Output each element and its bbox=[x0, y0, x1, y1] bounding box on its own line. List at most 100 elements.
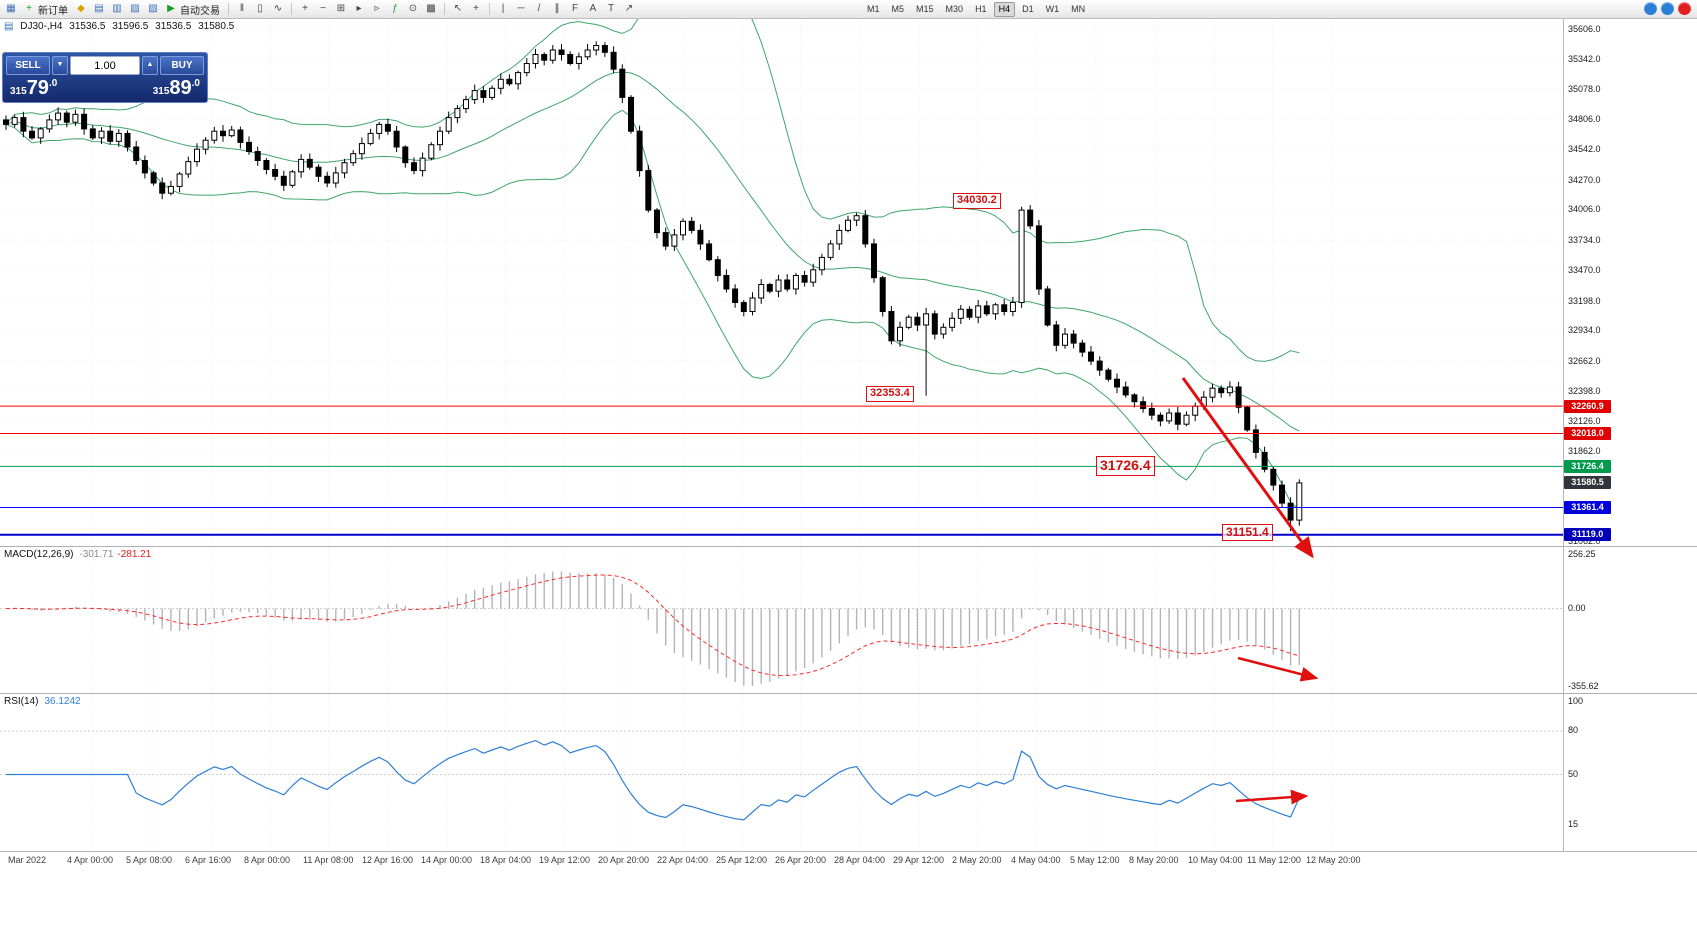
time-axis-label: 11 Apr 08:00 bbox=[303, 855, 354, 865]
time-axis-label: 12 Apr 16:00 bbox=[362, 855, 414, 865]
macd-canvas[interactable] bbox=[0, 547, 1697, 694]
notification-icon[interactable] bbox=[1678, 2, 1691, 15]
price-axis-separator bbox=[1563, 18, 1564, 851]
text-icon[interactable]: A bbox=[589, 3, 597, 14]
horizontal-line-icon[interactable]: ─ bbox=[517, 3, 525, 14]
ohlc-low: 31536.5 bbox=[155, 21, 192, 32]
time-axis: Mar 2022 4 Apr 00:00 5 Apr 08:00 6 Apr 16:0… bbox=[0, 851, 1697, 869]
timeframe-h1[interactable]: H1 bbox=[975, 4, 987, 14]
toolbar-left-group: ▦ + 新订单 ◆ ▤ ▥ ▧ ▨ ▶ 自动交易 ‖ ▯ ∿ + − ⊞ ▸ ▹ ƒ ⊙ ▩ ↖ + | ─ / ∥ F A T ↗ bbox=[2, 0, 638, 18]
macd-label: MACD(12,26,9) -301.71 -281.21 bbox=[4, 549, 151, 560]
time-axis-label: 25 Apr 12:00 bbox=[716, 855, 768, 865]
time-axis-label: Mar 2022 bbox=[8, 855, 47, 865]
timeframe-m15[interactable]: M15 bbox=[916, 4, 934, 14]
navigator-icon[interactable]: ▧ bbox=[130, 3, 140, 14]
rsi-canvas[interactable] bbox=[0, 694, 1697, 852]
macd-value-signal: -281.21 bbox=[117, 549, 152, 560]
arrows-icon[interactable]: ↗ bbox=[624, 3, 634, 14]
volume-input[interactable] bbox=[70, 56, 140, 75]
zoom-in-icon[interactable]: + bbox=[302, 3, 308, 14]
new-chart-icon[interactable]: ▦ bbox=[6, 3, 16, 14]
chart-shift-icon[interactable]: ▹ bbox=[374, 3, 380, 14]
time-axis-label: 8 Apr 00:00 bbox=[244, 855, 291, 865]
rsi-value: 36.1242 bbox=[44, 696, 81, 707]
label-icon[interactable]: T bbox=[607, 3, 615, 14]
buy-price[interactable]: 31589.0 bbox=[153, 78, 200, 99]
price-annotation[interactable]: 31726.4 bbox=[1096, 456, 1155, 476]
toolbar-separator bbox=[489, 3, 490, 15]
price-annotation[interactable]: 34030.2 bbox=[953, 193, 1001, 209]
price-annotation[interactable]: 31151.4 bbox=[1222, 524, 1273, 541]
sell-button[interactable]: SELL bbox=[6, 56, 50, 75]
timeframe-w1[interactable]: W1 bbox=[1045, 4, 1060, 14]
cursor-icon[interactable]: ↖ bbox=[453, 3, 463, 14]
periods-icon[interactable]: ⊙ bbox=[408, 3, 418, 14]
time-axis-label: 14 Apr 00:00 bbox=[421, 855, 473, 865]
price-annotation[interactable]: 32353.4 bbox=[866, 386, 914, 402]
time-axis-label: 29 Apr 12:00 bbox=[893, 855, 945, 865]
auto-scroll-icon[interactable]: ▸ bbox=[356, 3, 362, 14]
data-window-icon[interactable]: ▥ bbox=[112, 3, 122, 14]
vertical-line-icon[interactable]: | bbox=[501, 3, 505, 14]
buy-price-suffix: .0 bbox=[191, 78, 200, 89]
volume-down-button[interactable]: ▼ bbox=[52, 56, 68, 75]
time-axis-label: 5 Apr 08:00 bbox=[126, 855, 173, 865]
time-axis-label: 22 Apr 04:00 bbox=[657, 855, 709, 865]
rsi-panel: RSI(14) 36.1242 bbox=[0, 693, 1697, 852]
trendline-icon[interactable]: / bbox=[537, 3, 541, 14]
buy-price-prefix: 315 bbox=[152, 86, 170, 97]
timeframe-d1[interactable]: D1 bbox=[1022, 4, 1034, 14]
autotrading-button-label[interactable]: 自动交易 bbox=[180, 5, 220, 17]
ohlc-close: 31580.5 bbox=[198, 21, 235, 32]
sell-price-big: 79 bbox=[26, 77, 49, 99]
timeframe-toolbar: M1 M5 M15 M30 H1 H4 D1 W1 MN bbox=[862, 2, 1090, 17]
timeframe-m30[interactable]: M30 bbox=[945, 4, 964, 14]
fibonacci-icon[interactable]: F bbox=[571, 3, 579, 14]
crosshair-icon[interactable]: + bbox=[473, 3, 479, 14]
time-axis-label: 4 May 04:00 bbox=[1011, 855, 1061, 865]
time-axis-label: 12 May 20:00 bbox=[1306, 855, 1361, 865]
ohlc-open: 31536.5 bbox=[69, 21, 106, 32]
rsi-label: RSI(14) 36.1242 bbox=[4, 696, 81, 707]
volume-up-button[interactable]: ▲ bbox=[142, 56, 158, 75]
search-icon[interactable] bbox=[1661, 2, 1674, 15]
toolbar-separator bbox=[291, 3, 292, 15]
ohlc-high: 31596.5 bbox=[112, 21, 149, 32]
market-watch-icon[interactable]: ▤ bbox=[94, 3, 104, 14]
main-chart-canvas[interactable] bbox=[0, 18, 1697, 546]
favorites-icon[interactable]: ◆ bbox=[77, 3, 85, 14]
channel-icon[interactable]: ∥ bbox=[554, 3, 560, 14]
bar-chart-icon[interactable]: ‖ bbox=[239, 3, 245, 14]
time-axis-label: 2 May 20:00 bbox=[952, 855, 1002, 865]
terminal-icon[interactable]: ▨ bbox=[148, 3, 158, 14]
zoom-out-icon[interactable]: − bbox=[320, 3, 326, 14]
timeframe-m5[interactable]: M5 bbox=[891, 4, 905, 14]
timeframe-mn[interactable]: MN bbox=[1071, 4, 1086, 14]
line-chart-icon[interactable]: ∿ bbox=[273, 3, 283, 14]
buy-price-big: 89 bbox=[169, 77, 192, 99]
community-icon[interactable] bbox=[1644, 2, 1657, 15]
candlestick-chart-icon[interactable]: ▯ bbox=[257, 3, 263, 14]
time-axis-label: 19 Apr 12:00 bbox=[539, 855, 591, 865]
one-click-trading-panel: SELL ▼ ▲ BUY 31579.0 31589.0 bbox=[2, 52, 208, 103]
time-axis-label: 11 May 12:00 bbox=[1247, 855, 1301, 865]
buy-button[interactable]: BUY bbox=[160, 56, 204, 75]
tile-windows-icon[interactable]: ⊞ bbox=[336, 3, 346, 14]
chart-ohlc-header: ▤ DJ30-,H4 31536.5 31596.5 31536.5 31580… bbox=[4, 21, 238, 32]
timeframe-h4[interactable]: H4 bbox=[993, 2, 1016, 17]
sell-price[interactable]: 31579.0 bbox=[10, 78, 57, 99]
new-order-button[interactable]: + bbox=[26, 3, 32, 14]
sell-price-suffix: .0 bbox=[48, 78, 58, 89]
time-axis-label: 28 Apr 04:00 bbox=[834, 855, 886, 865]
symbol-period-label: DJ30-,H4 bbox=[20, 21, 63, 32]
autotrading-button[interactable]: ▶ bbox=[167, 3, 175, 14]
chart-icon: ▤ bbox=[4, 21, 14, 32]
time-axis-label: 5 May 12:00 bbox=[1070, 855, 1120, 865]
time-axis-label: 20 Apr 20:00 bbox=[598, 855, 650, 865]
new-order-button-label[interactable]: 新订单 bbox=[38, 5, 68, 17]
timeframe-m1[interactable]: M1 bbox=[867, 4, 880, 14]
templates-icon[interactable]: ▩ bbox=[426, 3, 436, 14]
toolbar-right-group bbox=[1644, 2, 1691, 15]
indicators-icon[interactable]: ƒ bbox=[392, 3, 398, 14]
